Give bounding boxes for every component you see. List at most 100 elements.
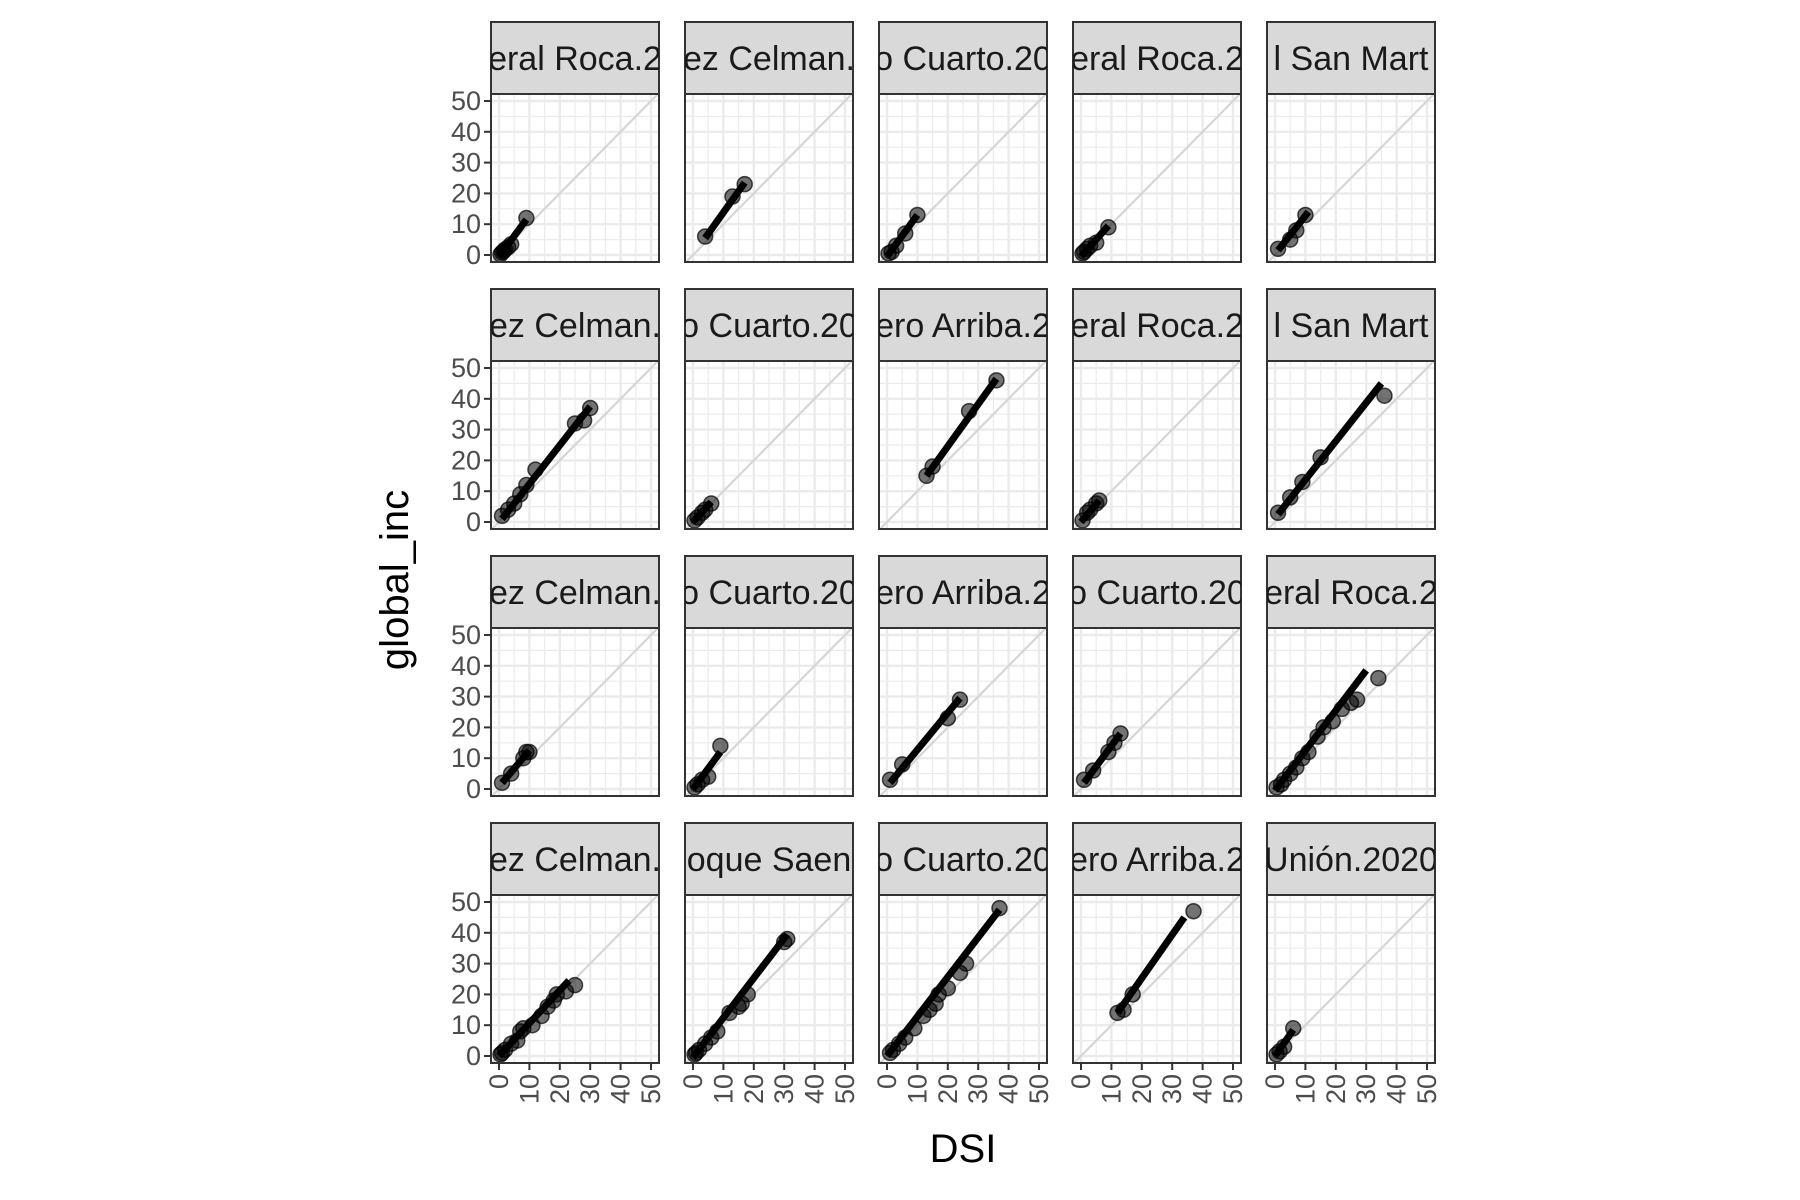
- x-tick-label: 0: [484, 1074, 514, 1089]
- y-tick-label: 0: [466, 1041, 481, 1071]
- panel-data: [879, 895, 1047, 1063]
- y-tick-label: 50: [451, 620, 481, 650]
- panel-data: [491, 628, 659, 796]
- data-point: [566, 976, 584, 994]
- identity-reference-line: [1267, 895, 1435, 1063]
- x-tick-label: 30: [963, 1074, 993, 1104]
- data-point: [712, 737, 729, 755]
- facet-strip-label: o Cuarto.20: [680, 574, 858, 612]
- panel-data: [1073, 628, 1241, 796]
- x-tick-label: 30: [1351, 1074, 1381, 1104]
- x-tick-label: 20: [933, 1074, 963, 1104]
- facet-strip-label: l San Mart: [1274, 40, 1429, 78]
- panel-data: [1073, 94, 1241, 262]
- x-tick-label: 10: [514, 1074, 544, 1104]
- data-point: [893, 756, 911, 773]
- data-point: [1376, 387, 1393, 404]
- panel-gridlines: [685, 94, 853, 262]
- facet-panel: ez Celman.: [683, 21, 855, 263]
- panel-border: [878, 360, 1048, 530]
- facet-strip-label: o Cuarto.20: [874, 841, 1052, 879]
- data-point: [951, 691, 969, 708]
- data-point: [1324, 712, 1342, 730]
- panel-border: [1266, 360, 1436, 530]
- facet-panel: o Cuarto.20: [1068, 555, 1246, 797]
- facet-panel: ez Celman.: [490, 555, 660, 797]
- facet-panels: eral Roca.2 ez Celman. o Cuarto.20 eral Roc…: [490, 21, 1438, 1064]
- y-tick-label: 20: [451, 445, 481, 475]
- panel-data: [1267, 628, 1435, 796]
- panel-border: [1072, 93, 1242, 263]
- facet-strip: [684, 288, 854, 362]
- panel-border: [684, 894, 854, 1064]
- data-point: [502, 765, 520, 782]
- panel-gridlines: [879, 361, 1047, 529]
- data-point: [778, 930, 796, 948]
- facet-panel: ero Arriba.2: [875, 288, 1051, 530]
- data-point: [1087, 234, 1105, 251]
- data-point: [960, 402, 978, 420]
- data-point: [1090, 492, 1108, 509]
- facet-strip-label: o Cuarto.20: [874, 40, 1052, 78]
- y-tick-label: 20: [451, 979, 481, 1009]
- panel-data: [491, 361, 659, 529]
- facet-strip-label: o Cuarto.20: [680, 307, 858, 345]
- facet-strip-label: ero Arriba.2: [875, 307, 1051, 345]
- x-tick-label: 50: [1218, 1074, 1248, 1104]
- facet-strip: [1072, 21, 1242, 95]
- identity-reference-line: [1267, 361, 1435, 529]
- y-tick-label: 30: [451, 148, 481, 178]
- data-point: [988, 372, 1005, 389]
- facet-strip-label: Unión.2020: [1264, 841, 1438, 879]
- data-point: [739, 986, 756, 1003]
- data-point: [724, 188, 741, 205]
- y-axis-title: global_inc: [373, 490, 417, 670]
- facet-strip-label: o Cuarto.20: [1068, 574, 1246, 612]
- panel-data: [685, 94, 853, 262]
- facet-panel: o Cuarto.20: [680, 555, 858, 797]
- x-tick-label: 10: [1096, 1074, 1126, 1104]
- x-tick-label: 40: [606, 1074, 636, 1104]
- facet-panel: o Cuarto.20: [874, 822, 1052, 1064]
- x-axis-title: DSI: [930, 1127, 997, 1171]
- y-tick-label: 10: [451, 743, 481, 773]
- panel-gridlines: [1267, 94, 1435, 262]
- x-tick-label: 20: [1127, 1074, 1157, 1104]
- facet-panel: ez Celman.: [490, 288, 660, 530]
- data-point: [1297, 206, 1314, 224]
- data-point: [1112, 725, 1129, 742]
- data-point: [1275, 1038, 1293, 1056]
- data-point: [696, 228, 714, 245]
- x-tick-label: 10: [1290, 1074, 1320, 1104]
- x-tick-label: 30: [1157, 1074, 1187, 1104]
- data-point: [991, 899, 1008, 917]
- facet-strip-label: ez Celman.: [683, 40, 855, 78]
- facet-panel: ero Arriba.2: [878, 555, 1048, 797]
- facet-panel: oque Saen: [684, 822, 854, 1064]
- identity-reference-line: [879, 361, 1047, 529]
- axes: 0102030405001020304050010203040500102030…: [451, 86, 1442, 1104]
- panel-gridlines: [685, 361, 853, 529]
- panel-border: [878, 627, 1048, 797]
- y-tick-label: 10: [451, 476, 481, 506]
- facet-strip: [490, 21, 660, 95]
- panel-border: [878, 93, 1048, 263]
- facet-strip: [684, 555, 854, 629]
- panel-data: [685, 895, 853, 1063]
- panel-data: [1267, 895, 1435, 1063]
- y-tick-label: 0: [466, 240, 481, 270]
- y-tick-label: 40: [451, 918, 481, 948]
- panel-data: [879, 628, 1047, 796]
- x-tick-label: 40: [1188, 1074, 1218, 1104]
- y-tick-label: 50: [451, 887, 481, 917]
- data-point: [518, 476, 535, 494]
- panel-border: [490, 93, 660, 263]
- data-point: [709, 1023, 726, 1040]
- facet-strip: [684, 822, 854, 896]
- facet-strip: [684, 21, 854, 95]
- data-point: [502, 235, 520, 253]
- data-point: [527, 461, 544, 478]
- x-tick-label: 50: [1412, 1074, 1442, 1104]
- y-tick-label: 20: [451, 712, 481, 742]
